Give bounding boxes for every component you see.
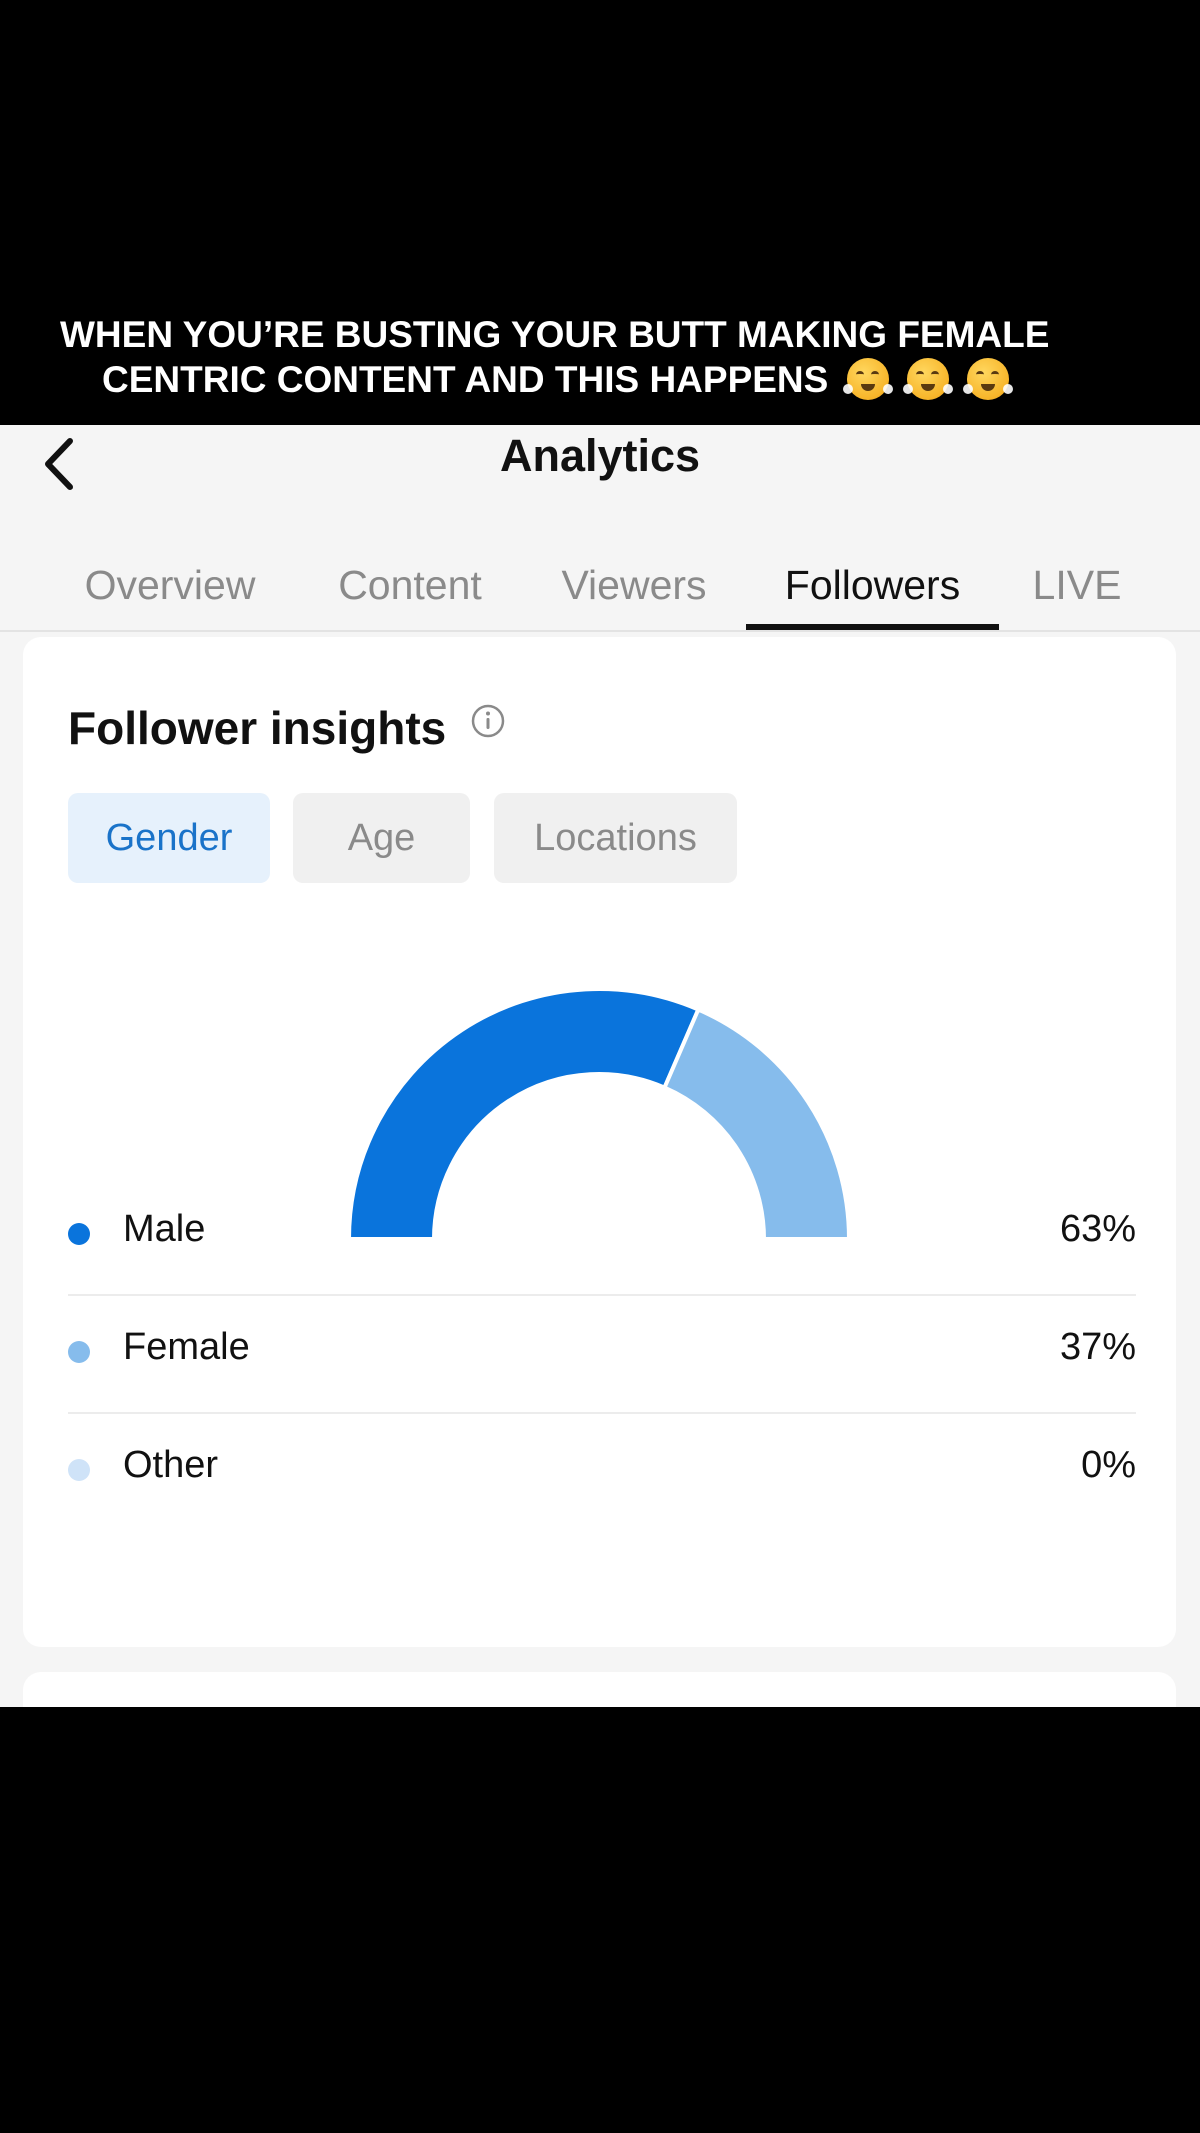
legend-divider [68,1294,1136,1296]
legend-dot-other [68,1459,90,1481]
legend-value-other: 0% [1081,1444,1136,1486]
legend-divider [68,1412,1136,1414]
tab-content[interactable]: Content [338,562,482,608]
legend-label-other: Other [123,1444,219,1486]
caption-line-2: CENTRIC CONTENT AND THIS HAPPENS [102,357,1014,403]
face-with-steam-from-nose-icon [902,358,953,400]
segment-locations[interactable]: Locations [494,793,737,883]
caption-line-1: WHEN YOU’RE BUSTING YOUR BUTT MAKING FEM… [60,314,1050,355]
tab-overview[interactable]: Overview [84,562,256,608]
gender-gauge-chart [346,987,852,1241]
analytics-screen: Analytics Overview Content Viewers Follo… [0,425,1200,1707]
gauge-segment-male [346,987,701,1241]
caption-line-2-text: CENTRIC CONTENT AND THIS HAPPENS [102,359,829,400]
legend-row-male: Male 63% [68,1178,1136,1296]
tab-viewers[interactable]: Viewers [561,562,707,608]
tab-followers[interactable]: Followers [784,562,961,608]
segment-age[interactable]: Age [293,793,470,883]
legend-dot-male [68,1223,90,1245]
back-button[interactable] [38,433,84,495]
active-tab-indicator [746,624,999,630]
info-icon[interactable] [470,703,506,739]
legend-label-male: Male [123,1208,206,1250]
face-with-steam-from-nose-icon [842,358,893,400]
next-card [23,1672,1176,1707]
legend-value-female: 37% [1059,1326,1136,1368]
segment-gender[interactable]: Gender [68,793,270,883]
legend-dot-female [68,1341,90,1363]
page-title: Analytics [499,430,701,481]
card-title: Follower insights [68,702,447,754]
nav-header: Analytics [0,425,1200,525]
legend-row-other: Other 0% [68,1414,1136,1532]
tab-bar: Overview Content Viewers Followers LIVE [0,535,1200,655]
follower-insights-card: Follower insights Gender Age Locations M… [23,637,1176,1647]
gauge-segment-female [661,1006,852,1241]
face-with-steam-from-nose-icon [963,358,1014,400]
chevron-left-icon [45,438,73,490]
tabs-divider [0,630,1200,632]
tab-live[interactable]: LIVE [1032,562,1122,608]
legend-row-female: Female 37% [68,1296,1136,1414]
legend-label-female: Female [123,1326,250,1368]
legend-value-male: 63% [1059,1208,1136,1250]
